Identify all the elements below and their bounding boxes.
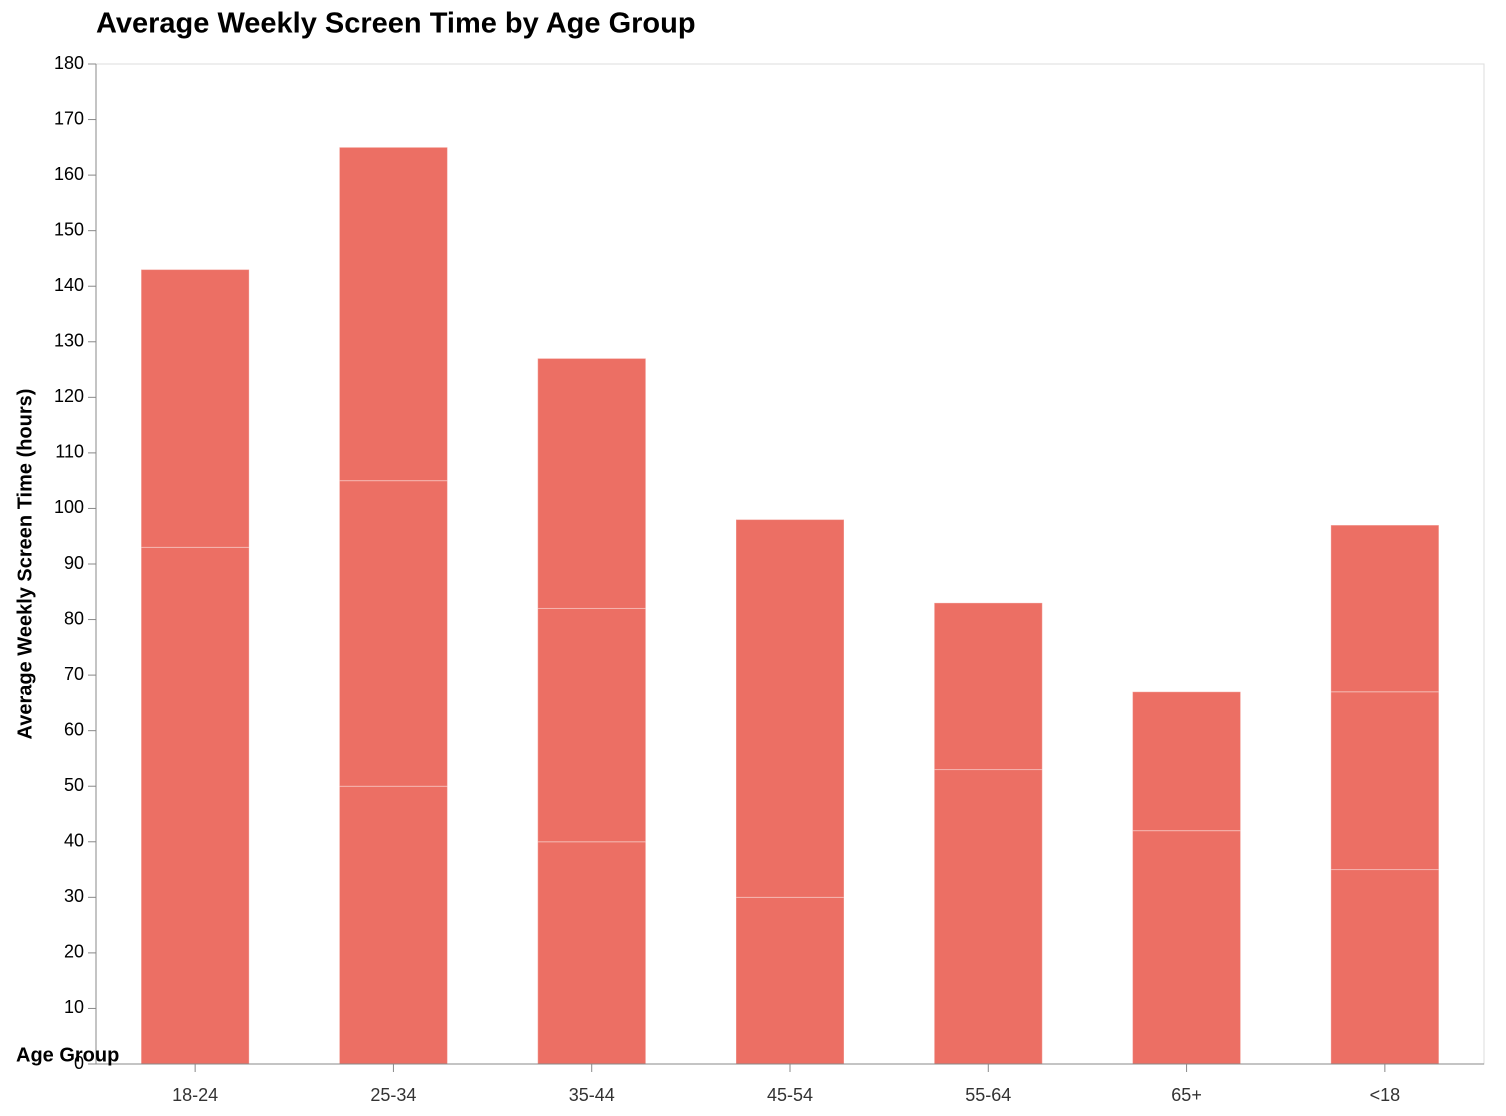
y-tick-label: 160	[54, 164, 84, 184]
x-tick-label: 18-24	[172, 1085, 218, 1105]
y-axis-title: Average Weekly Screen Time (hours)	[14, 389, 36, 740]
bar-segment	[735, 519, 845, 898]
bar-segment	[537, 357, 647, 609]
bar-segment	[140, 269, 250, 548]
bar-segment	[933, 769, 1043, 1065]
y-tick-label: 60	[64, 719, 84, 739]
y-tick-label: 90	[64, 553, 84, 573]
y-tick-label: 70	[64, 664, 84, 684]
plot-area	[140, 146, 1440, 1065]
bar-segment	[1132, 691, 1242, 832]
y-tick-label: 80	[64, 608, 84, 628]
y-tick-label: 150	[54, 219, 84, 239]
x-tick-label: 35-44	[569, 1085, 615, 1105]
bar-segment	[1330, 869, 1440, 1065]
y-tick-label: 0	[74, 1053, 84, 1073]
y-tick-label: 50	[64, 775, 84, 795]
x-tick-label: 65+	[1171, 1085, 1202, 1105]
bar-segment	[338, 785, 448, 1065]
bar-segment	[1330, 691, 1440, 871]
x-tick-label: 45-54	[767, 1085, 813, 1105]
bar-segment	[537, 607, 647, 843]
y-tick-label: 40	[64, 831, 84, 851]
bar-segment	[1330, 524, 1440, 693]
bar-segment	[140, 546, 250, 1065]
bar-segment	[537, 841, 647, 1065]
x-tick-label: 25-34	[370, 1085, 416, 1105]
y-tick-label: 140	[54, 275, 84, 295]
y-tick-label: 120	[54, 386, 84, 406]
bar-segment	[338, 146, 448, 482]
bar-segment	[933, 602, 1043, 771]
y-tick-label: 10	[64, 997, 84, 1017]
chart-title: Average Weekly Screen Time by Age Group	[96, 8, 696, 40]
y-tick-label: 130	[54, 331, 84, 351]
y-tick-label: 180	[54, 53, 84, 73]
y-tick-label: 20	[64, 942, 84, 962]
bar-segment	[1132, 830, 1242, 1065]
x-tick-label: 55-64	[965, 1085, 1011, 1105]
y-tick-label: 100	[54, 497, 84, 517]
y-tick-label: 170	[54, 108, 84, 128]
y-tick-label: 110	[55, 442, 84, 462]
x-tick-label: <18	[1370, 1085, 1401, 1105]
bar-segment	[735, 896, 845, 1065]
x-axis-title: Age Group	[16, 1044, 119, 1066]
y-tick-label: 30	[64, 886, 84, 906]
bar-segment	[338, 480, 448, 787]
